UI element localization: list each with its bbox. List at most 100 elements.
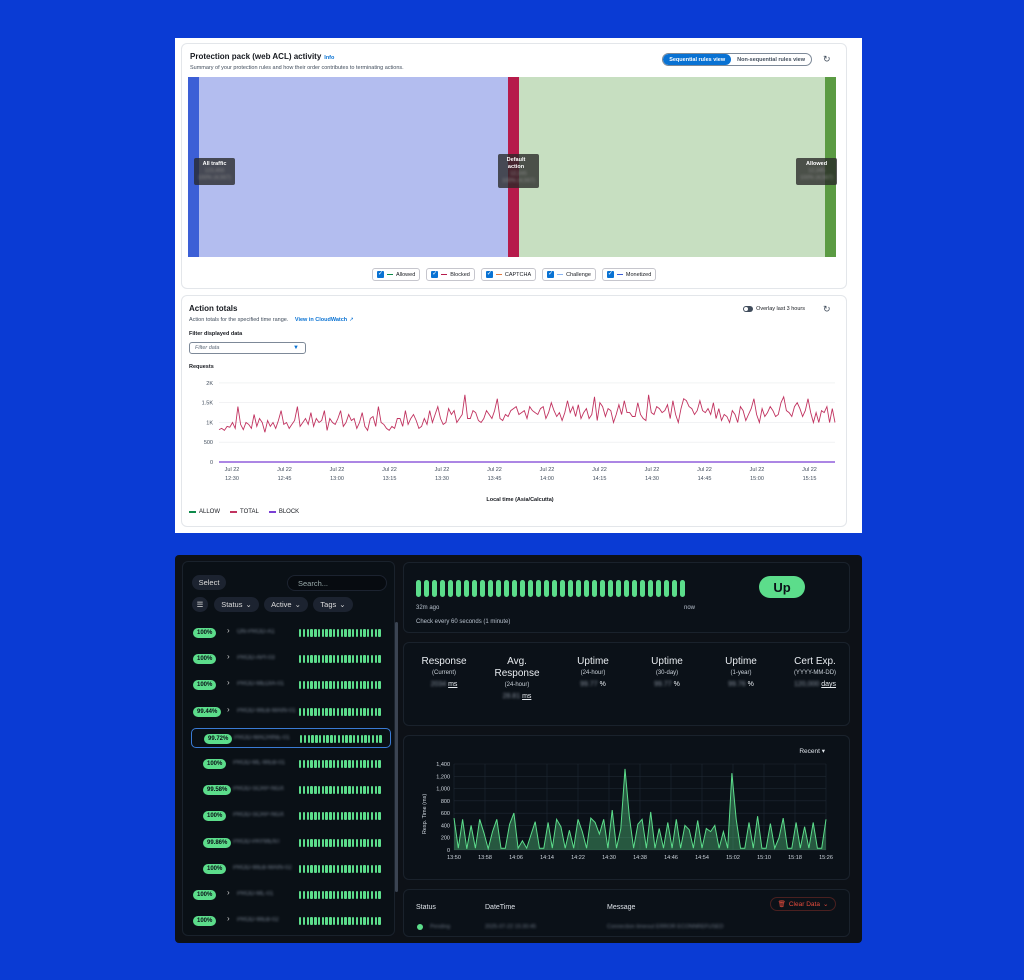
clear-data-button[interactable]: 🗑︎ Clear Data ⌄	[770, 897, 836, 911]
heartbeat-tick	[306, 629, 309, 637]
toggle-switch[interactable]	[743, 306, 754, 312]
heartbeat-tick	[337, 734, 341, 743]
legend-challenge[interactable]: ✓ Challenge	[542, 268, 596, 281]
legend-allow[interactable]: ALLOW	[189, 509, 220, 515]
monitor-row[interactable]: 99.72% PROD-MACHINE-01	[191, 727, 391, 748]
heartbeat-tick	[310, 681, 313, 690]
monitor-row[interactable]: 100% PROD-WEB-MAIN-02	[191, 859, 391, 879]
heartbeat-beat	[504, 580, 509, 597]
uptime-badge: 100%	[203, 811, 227, 822]
heartbeat-tick	[329, 891, 332, 899]
refresh-icon[interactable]: ↻	[823, 54, 831, 64]
heartbeat-tick	[367, 864, 370, 873]
monitor-row[interactable]: 99.86% PROD-PAYMENT	[191, 833, 391, 853]
heartbeat-tick	[363, 864, 366, 873]
heartbeat-tick	[325, 838, 328, 847]
x-tick-label: 13:58	[478, 855, 492, 861]
refresh-icon[interactable]: ↻	[823, 304, 831, 314]
heartbeat-tick	[378, 838, 381, 847]
tags-filter[interactable]: Tags ⌄	[313, 597, 353, 612]
heartbeat-tick	[311, 734, 314, 743]
chevron-right-icon[interactable]: ›	[227, 626, 230, 635]
legend-blocked[interactable]: ✓ Blocked	[426, 268, 475, 281]
monitor-name: PROD-ML-01	[237, 891, 274, 897]
heartbeat-tick	[359, 655, 362, 664]
monitor-row[interactable]: 100% › PROD-MEDIA-01	[191, 675, 391, 695]
heartbeat-tick	[302, 681, 306, 690]
legend-allowed[interactable]: ✓ Allowed	[372, 268, 421, 281]
period-dropdown[interactable]: Recent ▾	[799, 747, 825, 755]
all-traffic-node[interactable]	[188, 77, 199, 257]
monitor-row[interactable]: 100% › PROD-ML-01	[191, 885, 391, 905]
monitor-name: PROD-WEB-MAIN-02	[233, 864, 292, 871]
heartbeat-beat	[440, 580, 445, 597]
legend-captcha[interactable]: ✓ CAPTCHA	[480, 268, 537, 281]
heartbeat-beat	[432, 580, 437, 597]
monitor-row[interactable]: 100% › PROD-API-03	[191, 649, 391, 669]
monitor-row[interactable]: 100% PROD-ML-WEB-01	[191, 754, 391, 774]
heartbeat-tick	[317, 838, 321, 847]
chevron-right-icon[interactable]: ›	[227, 652, 230, 662]
legend-total[interactable]: TOTAL	[230, 509, 259, 515]
chevron-right-icon[interactable]: ›	[227, 678, 230, 688]
x-tick-label: 14:38	[633, 855, 647, 861]
heartbeat-tick	[340, 864, 343, 873]
heartbeat-tick	[310, 891, 313, 899]
cloudwatch-link[interactable]: View in CloudWatch	[294, 317, 348, 323]
stat-heading: Uptime	[651, 656, 683, 667]
y-tick-label: 200	[441, 836, 450, 842]
heartbeat-tick	[302, 760, 306, 768]
chevron-right-icon[interactable]: ›	[227, 888, 230, 897]
heartbeat-mini-bar	[299, 917, 381, 926]
x-tick-label: 15:26	[819, 855, 833, 861]
chevron-right-icon[interactable]: ›	[227, 914, 230, 924]
overlay-toggle[interactable]: Overlay last 3 hours	[743, 306, 805, 312]
status-filter[interactable]: Status ⌄	[214, 597, 259, 612]
monitor-row[interactable]: 100% › ON-PROD-A1	[191, 623, 391, 643]
x-tick-labels: 13:50 13:58 14:06 14:14 14:22 14:30 14:38 14:46…	[447, 855, 833, 861]
heartbeat-beat	[472, 580, 477, 597]
heartbeat-tick	[360, 734, 363, 743]
filter-select[interactable]: Filter data ▼	[189, 342, 306, 354]
uptime-badge: 100%	[193, 628, 217, 638]
scrollbar[interactable]	[395, 622, 398, 892]
heartbeat-tick	[359, 760, 362, 768]
info-link[interactable]: Info	[324, 55, 335, 61]
chevron-right-icon[interactable]: ›	[227, 704, 230, 714]
uptime-badge: 99.58%	[203, 785, 232, 796]
search-input[interactable]: Search...	[287, 575, 387, 591]
allowed-swatch	[387, 273, 393, 276]
y-tick-label: 2K	[206, 381, 213, 387]
x-tick-label: 13:30	[435, 476, 449, 482]
heartbeat-tick	[321, 917, 325, 926]
sequential-view-button[interactable]: Sequential rules view	[663, 54, 732, 65]
heartbeat-tick	[340, 681, 343, 690]
legend-block[interactable]: BLOCK	[268, 509, 299, 515]
y-tick-label: 1K	[206, 420, 213, 426]
monitor-row[interactable]: 99.44% › PROD-WEB-MAIN-01	[191, 702, 391, 722]
heartbeat-tick	[299, 707, 302, 716]
heartbeat-tick	[370, 629, 374, 637]
select-button[interactable]: Select	[192, 575, 226, 590]
monitor-row[interactable]: 100% PROD-SCRP-NGX	[191, 806, 391, 826]
monetized-swatch	[616, 273, 623, 276]
heartbeat-tick	[378, 864, 381, 873]
legend-monetized[interactable]: ✓ Monetized	[601, 268, 657, 281]
non-sequential-view-button[interactable]: Non-sequential rules view	[737, 56, 805, 63]
heartbeat-tick	[321, 760, 325, 768]
heartbeat-tick	[370, 838, 374, 847]
heartbeat-tick	[334, 734, 337, 743]
heartbeat-mini-bar	[299, 786, 381, 795]
heartbeat-tick	[302, 891, 306, 899]
row-datetime: 2025-07-22 15:30:45	[485, 924, 537, 930]
stat-block: Uptime (1-year) 99.76 %	[706, 656, 776, 688]
heartbeat-tick	[299, 655, 302, 664]
menu-icon[interactable]: ☰	[192, 597, 208, 612]
heartbeat-tick	[374, 812, 378, 821]
heartbeat-tick	[329, 812, 332, 821]
monitor-row[interactable]: 99.58% PROD-SCRP-NGX	[191, 780, 391, 800]
heartbeat-tick	[351, 629, 355, 637]
monitor-row[interactable]: 100% › PROD-WEB-02	[191, 911, 391, 931]
active-filter[interactable]: Active ⌄	[264, 597, 308, 612]
heartbeat-tick	[370, 812, 374, 821]
